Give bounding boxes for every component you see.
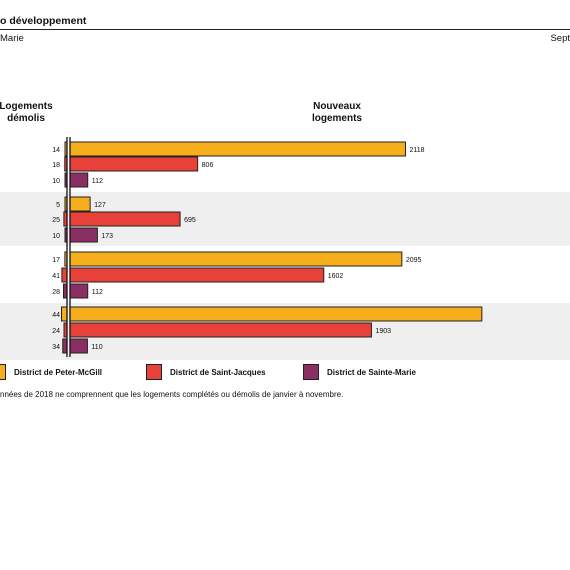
- legend-label-sainte-marie: District de Sainte-Marie: [327, 368, 416, 377]
- new-value-label: 1903: [375, 328, 391, 335]
- new-value-label: 1602: [328, 273, 344, 280]
- new-value-label: 173: [101, 233, 113, 240]
- legend-swatch-sainte-marie: [303, 364, 319, 380]
- demolished-value-label: 24: [52, 328, 60, 335]
- new-bar-peter-mcgill-group-4: [69, 306, 483, 322]
- new-bar-peter-mcgill-group-3: [69, 251, 403, 267]
- new-value-label: 127: [94, 202, 106, 209]
- demolished-value-label: 10: [52, 178, 60, 185]
- demolished-value-label: 18: [52, 162, 60, 169]
- new-bar-saint-jacques-group-1: [69, 156, 199, 172]
- new-bar-saint-jacques-group-3: [69, 267, 325, 283]
- chart-title: o développement: [0, 15, 87, 27]
- demolished-value-label: 44: [52, 312, 60, 319]
- new-value-label: 112: [92, 289, 103, 296]
- demolished-value-label: 17: [52, 257, 60, 264]
- legend-label-peter-mcgill: District de Peter-McGill: [14, 368, 103, 377]
- demolished-value-label: 14: [52, 147, 60, 154]
- new-bar-sainte-marie-group-3: [69, 283, 89, 299]
- new-bar-sainte-marie-group-1: [69, 172, 89, 188]
- new-bar-peter-mcgill-group-1: [69, 141, 406, 157]
- new-value-label: 110: [91, 344, 102, 351]
- new-bar-sainte-marie-group-2: [69, 227, 98, 243]
- new-bar-saint-jacques-group-2: [69, 211, 181, 227]
- chart-legend: District de Peter-McGill District de Sai…: [0, 364, 570, 384]
- demolished-value-label: 10: [52, 233, 60, 240]
- new-value-label: 695: [184, 217, 196, 224]
- demolished-value-label: 5: [56, 202, 60, 209]
- new-bar-peter-mcgill-group-2: [69, 196, 91, 212]
- demolished-header: Logements démolis: [0, 101, 53, 124]
- demolished-bar-saint-jacques-group-3: [61, 267, 68, 283]
- new-value-label: 806: [202, 162, 214, 169]
- subtitle-right: Sept: [550, 33, 570, 44]
- new-value-label: 112: [92, 178, 103, 185]
- legend-swatch-saint-jacques: [146, 364, 162, 380]
- new-value-label: 2118: [409, 147, 424, 154]
- footnote: nnées de 2018 ne comprennent que les log…: [0, 390, 344, 399]
- demolished-value-label: 34: [52, 344, 60, 351]
- demolished-value-label: 25: [52, 217, 60, 224]
- demolished-value-label: 28: [52, 289, 60, 296]
- new-housing-header: Nouveaux logements: [311, 101, 362, 124]
- legend-swatch-peter-mcgill: [0, 364, 6, 380]
- new-bar-saint-jacques-group-4: [69, 322, 372, 338]
- legend-label-saint-jacques: District de Saint-Jacques: [170, 368, 266, 377]
- subtitle-left: Marie: [0, 33, 24, 44]
- new-value-label: 2095: [406, 257, 422, 264]
- demolished-bar-peter-mcgill-group-4: [61, 306, 68, 322]
- new-bar-sainte-marie-group-4: [69, 338, 88, 354]
- title-rule: [0, 29, 570, 30]
- demolished-value-label: 41: [52, 273, 60, 280]
